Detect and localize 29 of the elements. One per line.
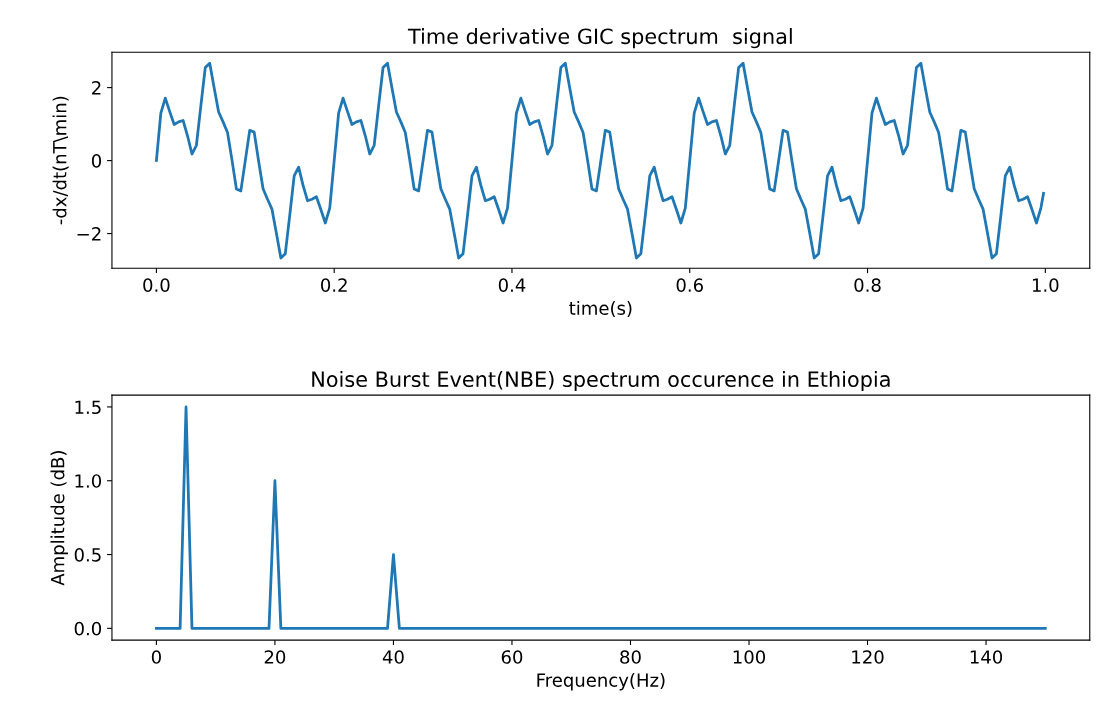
x-axis-title: Frequency(Hz)	[537, 672, 665, 691]
y-tick-label: 1.5	[75, 400, 101, 415]
x-tick-label: 1.0	[1032, 278, 1059, 292]
y-axis-title: -dx/dt(nT\min)	[52, 96, 69, 225]
x-tick-label: 0.4	[498, 278, 526, 292]
x-tick-label: 20	[264, 650, 286, 664]
y-tick-label: 0	[91, 154, 102, 168]
x-tick-label: 0.2	[321, 278, 347, 292]
x-tick-label: 60	[501, 650, 523, 664]
x-tick-label: 80	[620, 650, 641, 664]
x-tick-label: 0	[151, 650, 161, 664]
chart-title: Time derivative GIC spectrum signal	[407, 28, 792, 49]
x-tick-label: 140	[970, 650, 1003, 664]
y-tick-label: −2	[77, 227, 101, 241]
x-tick-label: 0.8	[854, 278, 881, 292]
y-axis-title: Amplitude (dB)	[50, 451, 68, 586]
x-tick-label: 40	[382, 650, 404, 664]
x-tick-label: 0.6	[676, 278, 703, 292]
y-tick-label: 2	[92, 81, 101, 95]
y-tick-label: 0.5	[74, 548, 101, 562]
y-tick-label: 0.0	[74, 621, 102, 636]
line-series	[155, 405, 1047, 630]
line-series	[155, 61, 1045, 260]
chart-title: Noise Burst Event(NBE) spectrum occurence in Ethiopia	[312, 370, 890, 392]
x-tick-label: 120	[852, 650, 884, 664]
x-tick-label: 100	[733, 650, 766, 664]
x-axis-title: time(s)	[569, 301, 632, 318]
y-tick-label: 1.0	[75, 474, 102, 488]
x-tick-label: 0.0	[143, 278, 170, 292]
